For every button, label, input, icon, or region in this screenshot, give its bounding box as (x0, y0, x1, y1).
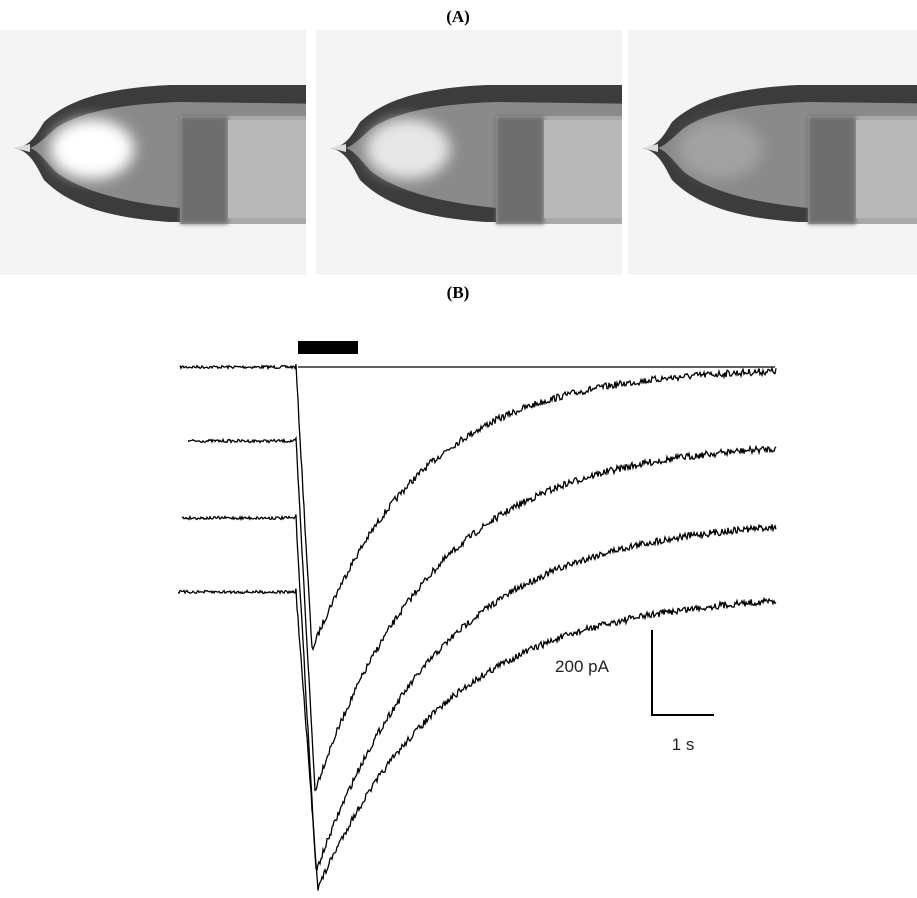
glow (50, 119, 134, 179)
panel-label: (A) (446, 7, 470, 26)
micrograph (0, 30, 340, 275)
micrograph-content (316, 30, 656, 275)
chamber-edge (180, 116, 228, 224)
micrograph-content (628, 30, 917, 275)
micrograph-content (0, 30, 340, 275)
scale-label: 1 s (672, 735, 695, 754)
chamber-edge (496, 116, 544, 224)
trace (182, 515, 776, 870)
figure: (A) (B) 200 pA 1 s (0, 0, 917, 898)
scale-label: 200 pA (555, 657, 610, 676)
stimulus-bar (298, 341, 358, 354)
page: {"panel_a": {"label": "(A)"}, "panel_b":… (0, 0, 917, 898)
micrograph (316, 30, 656, 275)
chamber-window (856, 120, 917, 218)
trace (180, 364, 776, 649)
chamber-edge (808, 116, 856, 224)
glow (366, 119, 450, 179)
glow (678, 119, 762, 179)
micrograph (628, 30, 917, 275)
current-traces (178, 364, 776, 890)
panel-label: (B) (447, 283, 470, 302)
micrographs (0, 30, 917, 275)
